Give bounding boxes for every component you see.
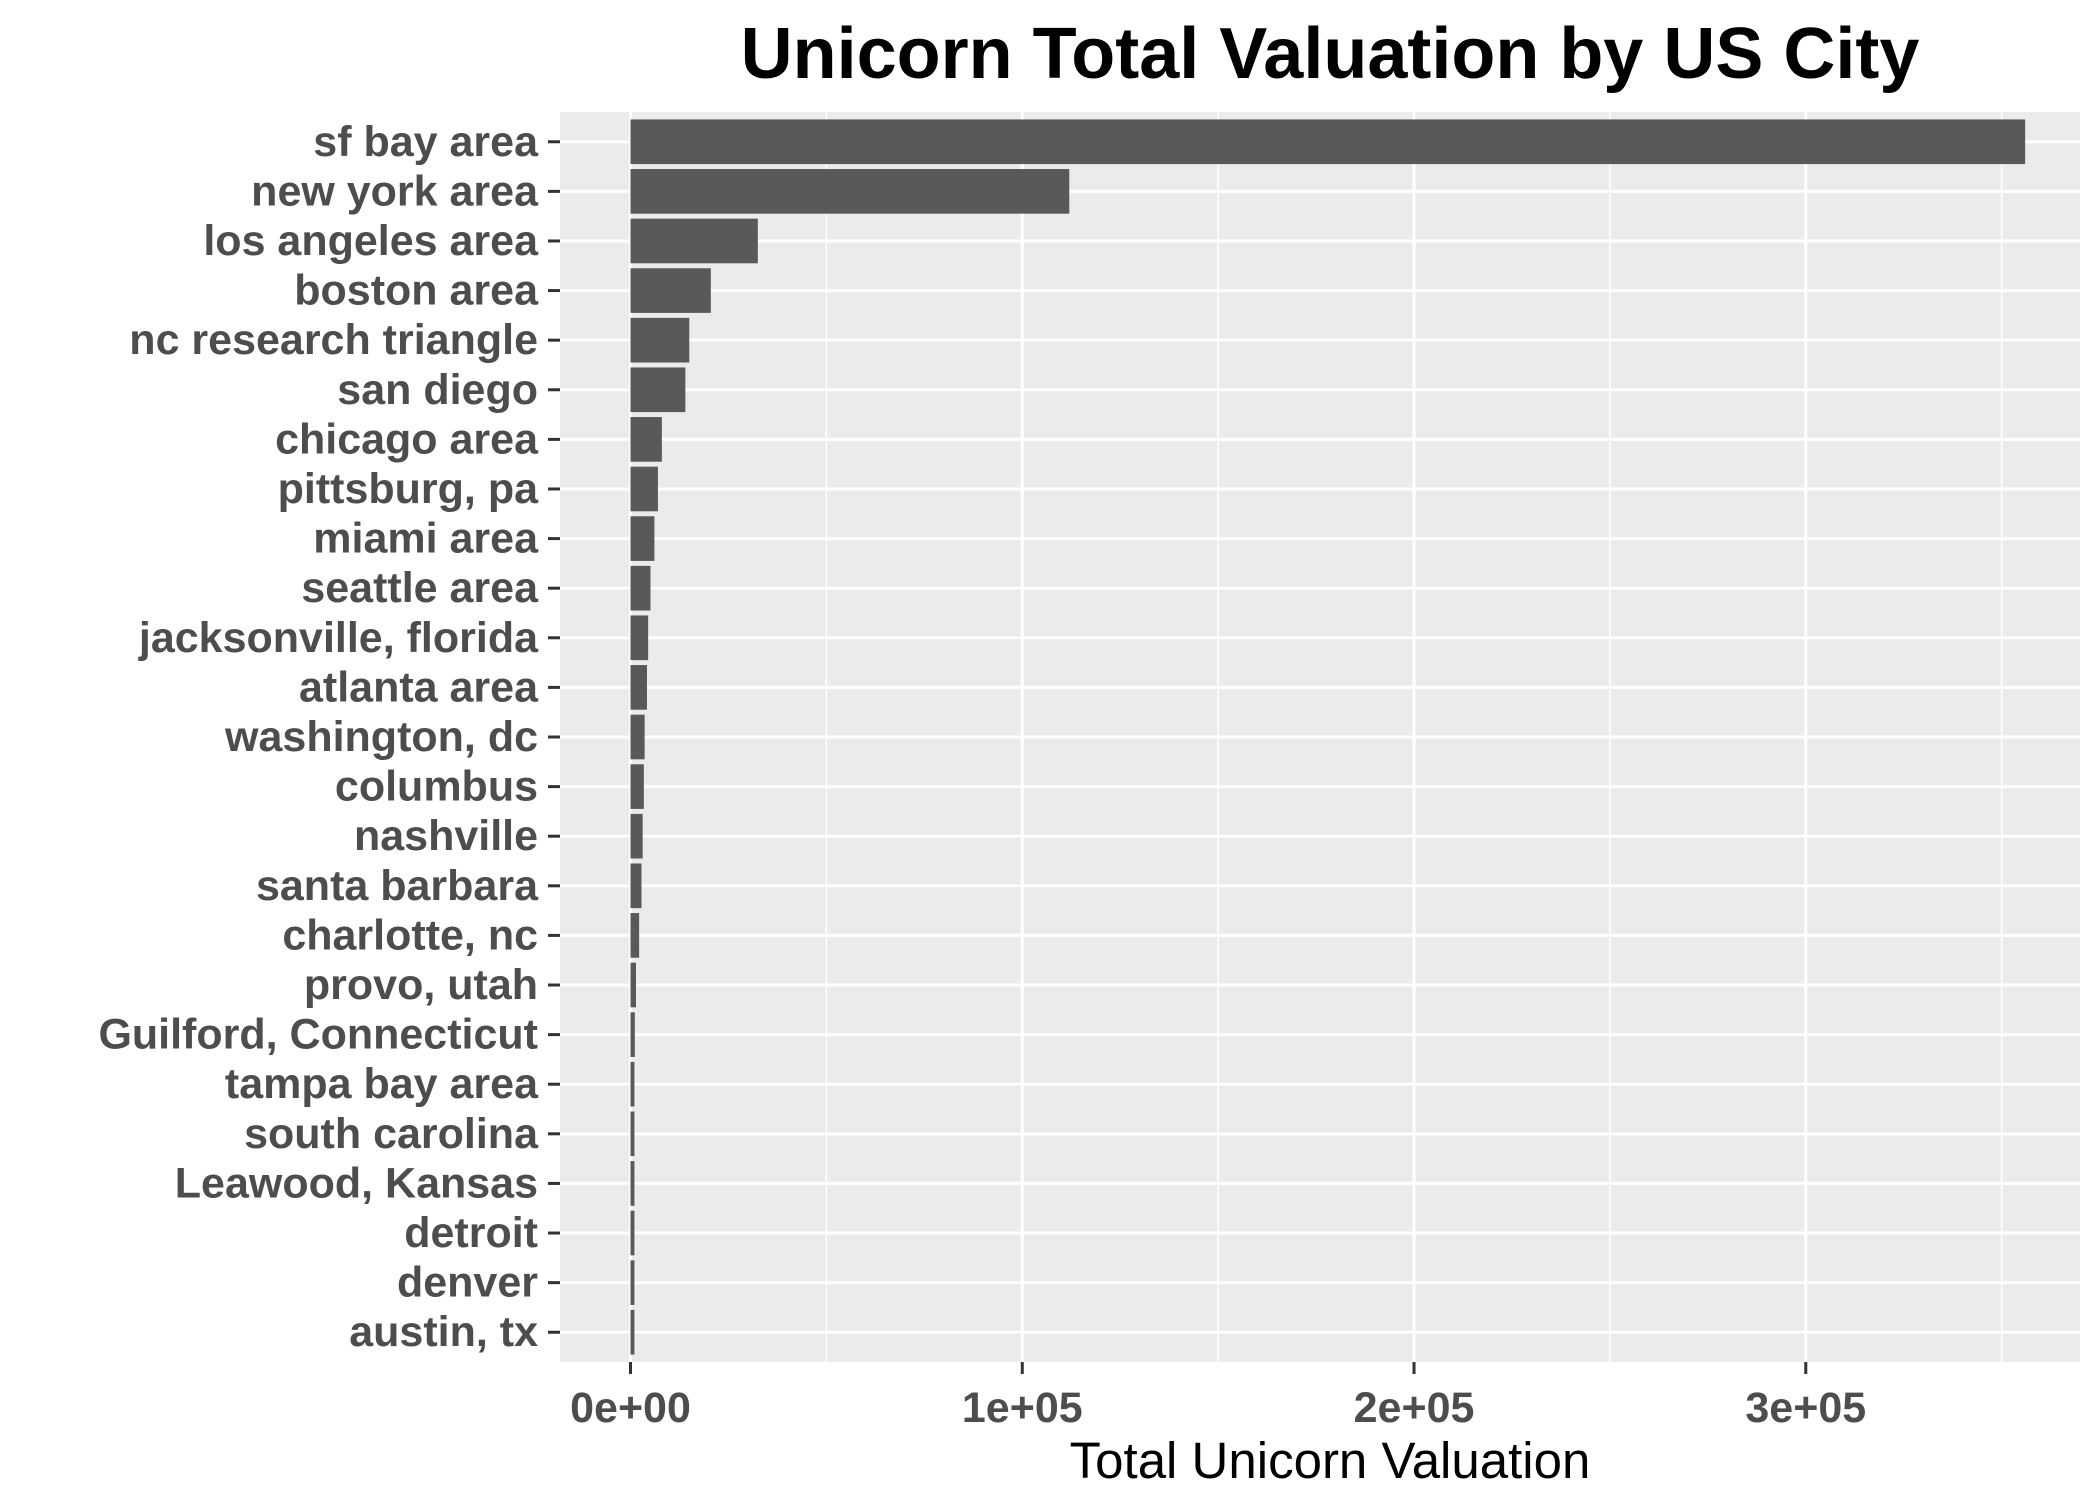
bar-jacksonville-florida (630, 615, 649, 661)
bar-new-york-area (630, 169, 1070, 214)
x-axis: 0e+00 1e+05 2e+05 3e+05 (570, 1362, 1866, 1432)
y-tick-label: washington, dc (224, 713, 538, 761)
y-tick-label: seattle area (301, 564, 539, 612)
y-tick-label: charlotte, nc (282, 911, 538, 959)
y-tick-label: detroit (404, 1209, 538, 1257)
bar-guilford-connecticut (630, 1012, 635, 1057)
y-tick-label: santa barbara (256, 862, 539, 910)
bar-detroit (630, 1210, 635, 1256)
y-tick-label: jacksonville, florida (138, 614, 539, 662)
x-tick-label: 0e+00 (570, 1384, 691, 1432)
x-tick-label: 2e+05 (1354, 1384, 1475, 1432)
chart-title: Unicorn Total Valuation by US City (741, 14, 1920, 94)
bar-san-diego (630, 367, 686, 413)
bar-charlotte-nc (630, 913, 640, 958)
bar-south-carolina (630, 1111, 635, 1157)
y-tick-label: nashville (354, 812, 538, 860)
y-tick-label: Guilford, Connecticut (98, 1011, 538, 1059)
x-tick-label: 3e+05 (1745, 1384, 1866, 1432)
y-tick-label: tampa bay area (225, 1060, 539, 1108)
bar-chicago-area (630, 417, 662, 462)
y-tick-label: Leawood, Kansas (175, 1159, 538, 1207)
y-tick-label: boston area (294, 267, 539, 315)
bar-washington-dc (630, 714, 645, 760)
bar-boston-area (630, 268, 711, 313)
y-tick-label: austin, tx (349, 1308, 538, 1356)
bar-denver (630, 1260, 635, 1305)
bar-atlanta-area (630, 665, 647, 710)
bar-nc-research-triangle (630, 317, 690, 363)
bar-santa-barbara (630, 863, 642, 909)
y-tick-label: columbus (335, 763, 538, 811)
bar-pittsburg-pa (630, 466, 658, 512)
bar-nashville (630, 813, 643, 859)
bar-tampa-bay-area (630, 1061, 635, 1107)
y-tick-label: provo, utah (304, 961, 538, 1009)
bar-leawood-kansas (630, 1161, 635, 1206)
y-tick-label: nc research triangle (129, 316, 538, 364)
y-tick-label: san diego (337, 366, 538, 414)
bar-los-angeles-area (630, 218, 758, 264)
bar-miami-area (630, 516, 655, 561)
bar-columbus (630, 764, 644, 809)
bar-provo-utah (630, 962, 636, 1008)
x-axis-label: Total Unicorn Valuation (1070, 1432, 1591, 1489)
y-tick-label: pittsburg, pa (278, 465, 539, 513)
y-tick-label: south carolina (244, 1110, 539, 1158)
y-tick-label: denver (397, 1259, 538, 1307)
bar-sf-bay-area (630, 119, 2026, 165)
y-tick-label: miami area (313, 515, 539, 563)
bar-austin-tx (630, 1309, 635, 1355)
y-tick-label: chicago area (275, 415, 539, 463)
bars (630, 119, 2026, 1355)
x-tick-label: 1e+05 (962, 1384, 1083, 1432)
y-tick-label: los angeles area (203, 217, 539, 265)
y-tick-label: atlanta area (299, 663, 539, 711)
y-tick-label: new york area (251, 167, 539, 215)
y-tick-label: sf bay area (313, 118, 539, 166)
bar-seattle-area (630, 565, 651, 611)
